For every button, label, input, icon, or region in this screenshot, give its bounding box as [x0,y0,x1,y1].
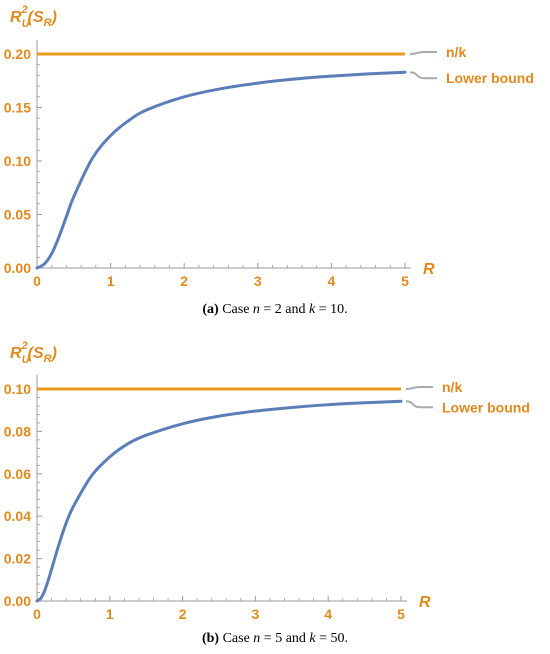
x-tick-label: 3 [252,606,260,622]
y-tick-label: 0.05 [4,207,31,223]
y-tick-label: 0.00 [4,593,31,609]
caption-b-var2: k [309,631,316,646]
legend-label: Lower bound [446,70,534,86]
legend-leader-line [405,400,433,409]
caption-a-post: = 10. [315,302,348,317]
y-tick-label: 0.04 [4,508,31,524]
y-tick-label: 0.02 [4,551,31,567]
series-line-lower-bound [35,399,403,603]
caption-b-label: (b) [201,631,220,646]
x-tick-label: 1 [106,606,114,622]
y-axis-label: RU2(SR) [10,4,57,30]
legend-label: n/k [446,44,466,60]
caption-b-mid: = 5 and [260,631,310,646]
caption-b-pre: Case [219,631,254,646]
chart-a-plot: 0.00 0.05 0.10 0.15 0.20 0 1 2 3 4 5R RU2(SR) n/k Low… [4,4,534,289]
caption-a-mid: = 2 and [259,302,310,317]
caption-a-var2: k [309,302,316,317]
x-tick-label: 2 [180,273,188,289]
x-tick-label: 1 [107,273,115,289]
y-tick-label: 0.15 [4,100,31,116]
x-tick-label: 0 [33,273,41,289]
caption-a-label: (a) [202,302,219,317]
y-tick-label: 0.06 [4,466,31,482]
series-line-lower-bound [35,70,407,270]
legend-label: n/k [442,379,462,395]
caption-b-post: = 50. [315,631,349,646]
legend-leader-line [409,51,437,55]
y-tick-label: 0.08 [4,423,31,439]
x-axis-label: R [419,594,431,611]
y-tick-label: 0.10 [4,153,31,169]
x-tick-label: 4 [324,606,332,622]
y-tick-label: 0.10 [4,381,31,397]
caption-a-pre: Case [218,302,253,317]
x-tick-label: 4 [328,273,336,289]
y-axis-label: RU2(SR) [10,340,57,366]
legend-leader-line [405,386,433,390]
chart-b-plot: 0.00 0.02 0.04 0.06 0.08 0.10 0 1 2 3 4 5R RU2(SR) n/… [4,340,530,622]
caption-b: (b) Case n = 5 and k = 50. [0,631,550,647]
caption-a-var1: n [252,302,260,317]
y-tick-label: 0.00 [4,260,31,276]
x-tick-label: 5 [401,273,409,289]
y-tick-label: 0.20 [4,46,31,62]
chart-panel-a: 0.00 0.05 0.10 0.15 0.20 0 1 2 3 4 5 R RU2(SR) n/k Low… [0,4,550,318]
x-axis-label: R [423,261,435,278]
caption-a: (a) Case n = 2 and k = 10. [0,302,550,318]
legend-leader-line [409,71,437,80]
caption-b-var1: n [253,631,261,646]
legend-label: Lower bound [442,399,530,415]
x-tick-label: 0 [33,606,41,622]
x-tick-label: 2 [179,606,187,622]
chart-panel-b: 0.00 0.02 0.04 0.06 0.08 0.10 0 1 2 3 4 5 R RU2(SR) n/… [0,334,550,654]
x-tick-label: 3 [254,273,262,289]
x-tick-label: 5 [397,606,405,622]
